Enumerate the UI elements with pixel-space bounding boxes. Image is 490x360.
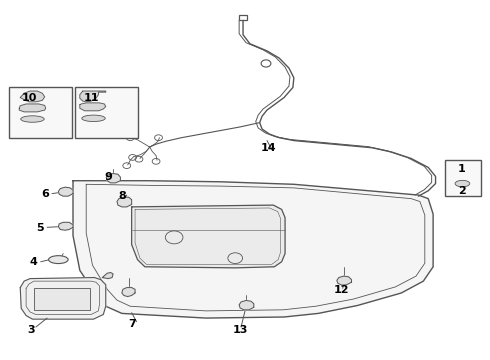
Text: 1: 1 [458,164,466,174]
Text: 8: 8 [118,191,126,201]
Bar [445,160,481,196]
Bar [34,288,90,310]
Text: 11: 11 [83,93,99,103]
Polygon shape [239,301,254,310]
Text: 13: 13 [232,325,248,335]
Text: 9: 9 [104,172,112,182]
Bar [239,15,247,21]
Bar [75,87,139,138]
Polygon shape [58,187,73,196]
Ellipse shape [21,116,44,122]
Text: 14: 14 [261,143,276,153]
Ellipse shape [82,115,105,122]
Polygon shape [20,91,45,102]
Polygon shape [20,278,106,319]
Text: 12: 12 [334,285,349,296]
Polygon shape [73,181,433,318]
Polygon shape [80,91,106,102]
Polygon shape [80,103,106,111]
Bar [9,87,72,138]
Polygon shape [117,197,132,207]
Polygon shape [132,205,285,268]
Polygon shape [122,288,135,297]
Text: 4: 4 [30,257,38,267]
Text: 6: 6 [42,189,49,199]
Text: 7: 7 [129,319,137,329]
Text: 10: 10 [22,93,37,103]
Text: 2: 2 [458,186,466,196]
Polygon shape [106,174,121,183]
Text: 5: 5 [36,224,44,233]
Polygon shape [102,273,113,279]
Ellipse shape [49,256,68,264]
Polygon shape [19,104,46,112]
Polygon shape [337,276,351,285]
Text: 3: 3 [27,325,35,335]
Polygon shape [58,222,73,230]
Ellipse shape [455,180,470,187]
